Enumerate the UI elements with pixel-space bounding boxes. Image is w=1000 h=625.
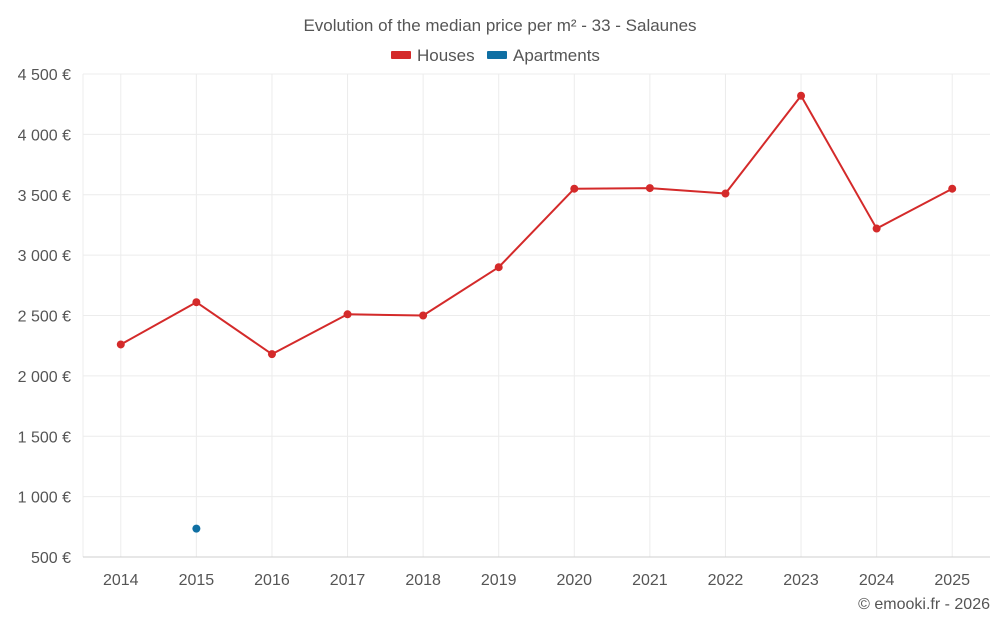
chart-title: Evolution of the median price per m² - 3… <box>303 16 696 35</box>
x-tick-label: 2025 <box>934 572 970 589</box>
legend-swatch-houses <box>391 51 411 59</box>
x-tick-label: 2018 <box>405 572 441 589</box>
x-tick-label: 2022 <box>708 572 744 589</box>
legend-item-apartments[interactable]: Apartments <box>487 46 600 65</box>
y-tick-label: 3 500 € <box>18 188 71 205</box>
legend-label-houses: Houses <box>417 46 475 65</box>
data-point-houses[interactable] <box>645 184 654 193</box>
y-tick-label: 3 000 € <box>18 248 71 265</box>
grid <box>83 73 990 557</box>
x-tick-label: 2015 <box>179 572 215 589</box>
data-point-houses[interactable] <box>267 350 276 359</box>
series <box>116 91 957 533</box>
axes: 500 € 1 000 € 1 500 € 2 000 € 2 500 € 3 000 €… <box>18 67 990 589</box>
data-point-houses[interactable] <box>872 224 881 233</box>
x-tick-label: 2019 <box>481 572 517 589</box>
legend-label-apartments: Apartments <box>513 46 600 65</box>
x-tick-label: 2023 <box>783 572 819 589</box>
y-tick-label: 500 € <box>31 550 71 567</box>
data-point-houses[interactable] <box>948 184 957 193</box>
series-houses <box>116 91 957 359</box>
x-tick-label: 2017 <box>330 572 366 589</box>
y-tick-label: 1 500 € <box>18 429 71 446</box>
legend: Houses Apartments <box>391 46 600 65</box>
data-point-houses[interactable] <box>419 311 428 320</box>
data-point-apartments[interactable] <box>192 524 201 533</box>
data-point-houses[interactable] <box>797 91 806 100</box>
series-line-houses <box>120 94 953 356</box>
series-apartments <box>192 524 201 533</box>
data-point-houses[interactable] <box>116 340 125 349</box>
data-point-houses[interactable] <box>343 310 352 319</box>
y-tick-label: 1 000 € <box>18 490 71 507</box>
credit-text: © emooki.fr - 2026 <box>858 596 990 613</box>
y-tick-label: 2 500 € <box>18 309 71 326</box>
data-point-houses[interactable] <box>721 189 730 198</box>
data-point-houses[interactable] <box>192 298 201 307</box>
y-tick-label: 4 500 € <box>18 67 71 84</box>
legend-swatch-apartments <box>487 51 507 59</box>
x-tick-label: 2024 <box>859 572 895 589</box>
legend-item-houses[interactable]: Houses <box>391 46 475 65</box>
x-tick-label: 2016 <box>254 572 290 589</box>
y-tick-label: 2 000 € <box>18 369 71 386</box>
x-tick-label: 2014 <box>103 572 139 589</box>
data-point-houses[interactable] <box>494 263 503 272</box>
x-tick-label: 2020 <box>556 572 592 589</box>
y-tick-label: 4 000 € <box>18 127 71 144</box>
data-point-houses[interactable] <box>570 184 579 193</box>
x-tick-label: 2021 <box>632 572 668 589</box>
